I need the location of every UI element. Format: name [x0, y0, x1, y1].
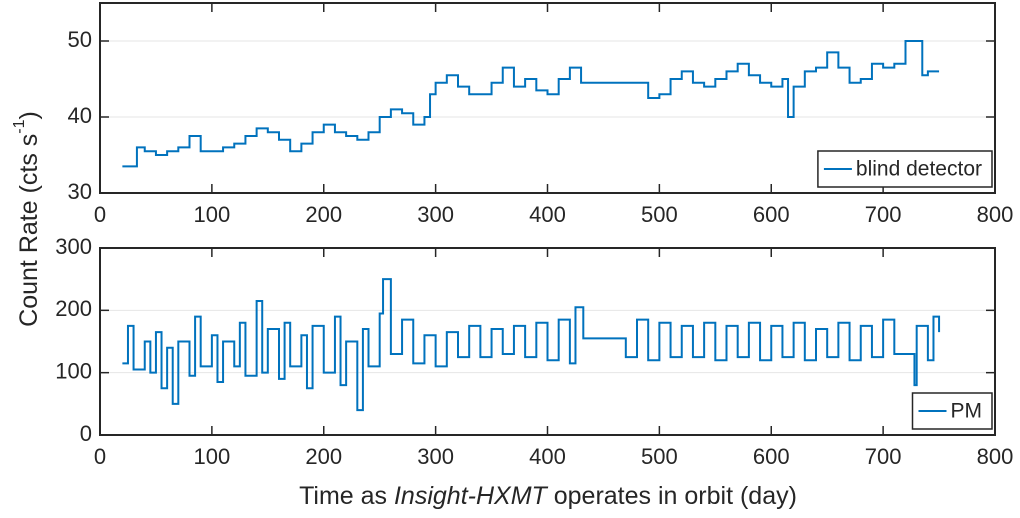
- axes-frame: [99, 2, 996, 194]
- legend-label: PM: [951, 400, 983, 423]
- y-tick-label: 40: [68, 103, 92, 128]
- x-axis-label: Time as Insight-HXMT operates in orbit (…: [299, 482, 797, 510]
- x-tick-label: 200: [305, 202, 342, 227]
- x-tick-label: 700: [865, 444, 902, 469]
- x-tick-label: 800: [977, 444, 1014, 469]
- x-tick-label: 500: [641, 444, 678, 469]
- x-tick-label: 700: [865, 202, 902, 227]
- x-tick-label: 0: [94, 202, 106, 227]
- x-tick-label: 0: [94, 444, 106, 469]
- y-tick-label: 50: [68, 27, 92, 52]
- x-tick-label: 400: [529, 444, 566, 469]
- data-line: [122, 278, 941, 412]
- y-tick-label: 0: [80, 421, 92, 446]
- axes-frame: [99, 247, 996, 436]
- legend-label: blind detector: [856, 158, 982, 181]
- x-tick-label: 400: [529, 202, 566, 227]
- y-tick-label: 30: [68, 179, 92, 204]
- y-tick-label: 200: [55, 296, 92, 321]
- y-tick-label: 100: [55, 358, 92, 383]
- x-tick-label: 500: [641, 202, 678, 227]
- x-tick-label: 600: [753, 444, 790, 469]
- x-tick-label: 100: [194, 202, 231, 227]
- x-tick-label: 300: [417, 202, 454, 227]
- x-tick-label: 300: [417, 444, 454, 469]
- y-tick-label: 300: [55, 234, 92, 259]
- data-line: [122, 40, 940, 168]
- x-tick-label: 600: [753, 202, 790, 227]
- y-axis-label: Count Rate (cts s-1): [11, 111, 42, 327]
- x-tick-label: 200: [305, 444, 342, 469]
- x-tick-label: 800: [977, 202, 1014, 227]
- x-tick-label: 100: [194, 444, 231, 469]
